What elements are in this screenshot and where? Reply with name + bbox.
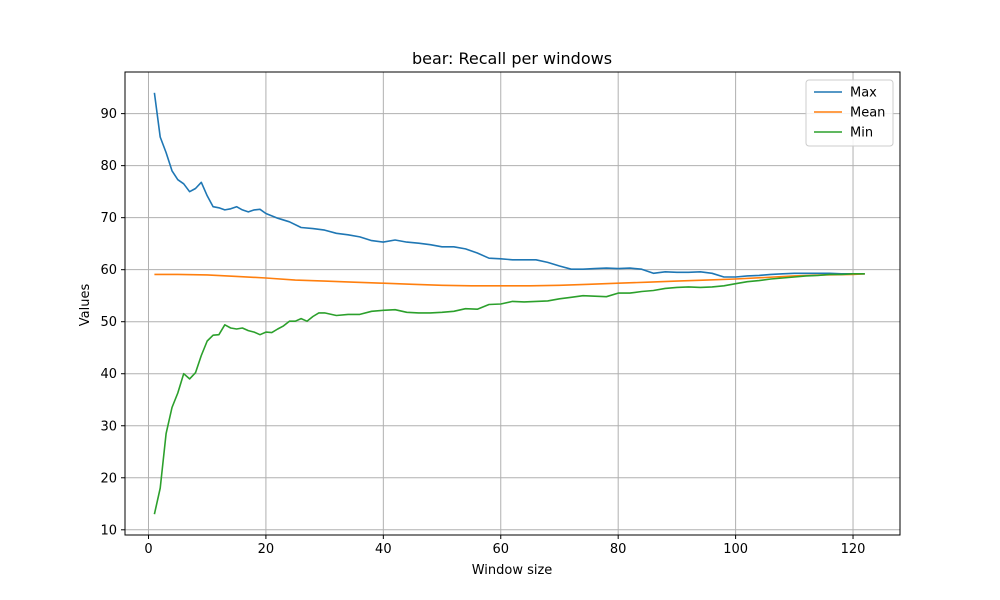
y-tick-label: 50 — [100, 315, 117, 330]
x-tick-label: 60 — [492, 542, 509, 557]
x-axis: 0 20 40 60 80 100 120 — [144, 535, 865, 557]
y-tick-label: 10 — [100, 523, 117, 538]
x-tick-label: 40 — [375, 542, 392, 557]
x-tick-label: 20 — [258, 542, 275, 557]
x-tick-label: 100 — [723, 542, 748, 557]
legend-label-mean: Mean — [850, 106, 885, 121]
y-axis-label: Values — [78, 284, 93, 327]
y-tick-label: 70 — [100, 211, 117, 226]
y-tick-label: 60 — [100, 263, 117, 278]
x-tick-label: 120 — [841, 542, 866, 557]
x-tick-label: 0 — [144, 542, 152, 557]
y-tick-label: 30 — [100, 419, 117, 434]
y-tick-label: 90 — [100, 107, 117, 122]
chart-title: bear: Recall per windows — [412, 49, 612, 68]
series-lines — [153, 92, 865, 515]
series-line-mean — [154, 273, 865, 287]
y-axis: 10 20 30 40 50 60 70 80 90 — [100, 107, 125, 538]
legend-label-min: Min — [850, 126, 873, 141]
legend-box — [805, 79, 894, 147]
legend: Max Mean Min — [805, 79, 894, 147]
x-axis-label: Window size — [472, 563, 553, 578]
series-line-max — [153, 92, 865, 278]
y-tick-label: 80 — [100, 159, 117, 174]
y-tick-label: 20 — [100, 471, 117, 486]
y-tick-label: 40 — [100, 367, 117, 382]
grid-lines — [125, 72, 900, 535]
x-tick-label: 80 — [610, 542, 627, 557]
legend-label-max: Max — [850, 86, 877, 101]
series-line-min — [153, 272, 865, 515]
plot-frame — [124, 71, 901, 536]
